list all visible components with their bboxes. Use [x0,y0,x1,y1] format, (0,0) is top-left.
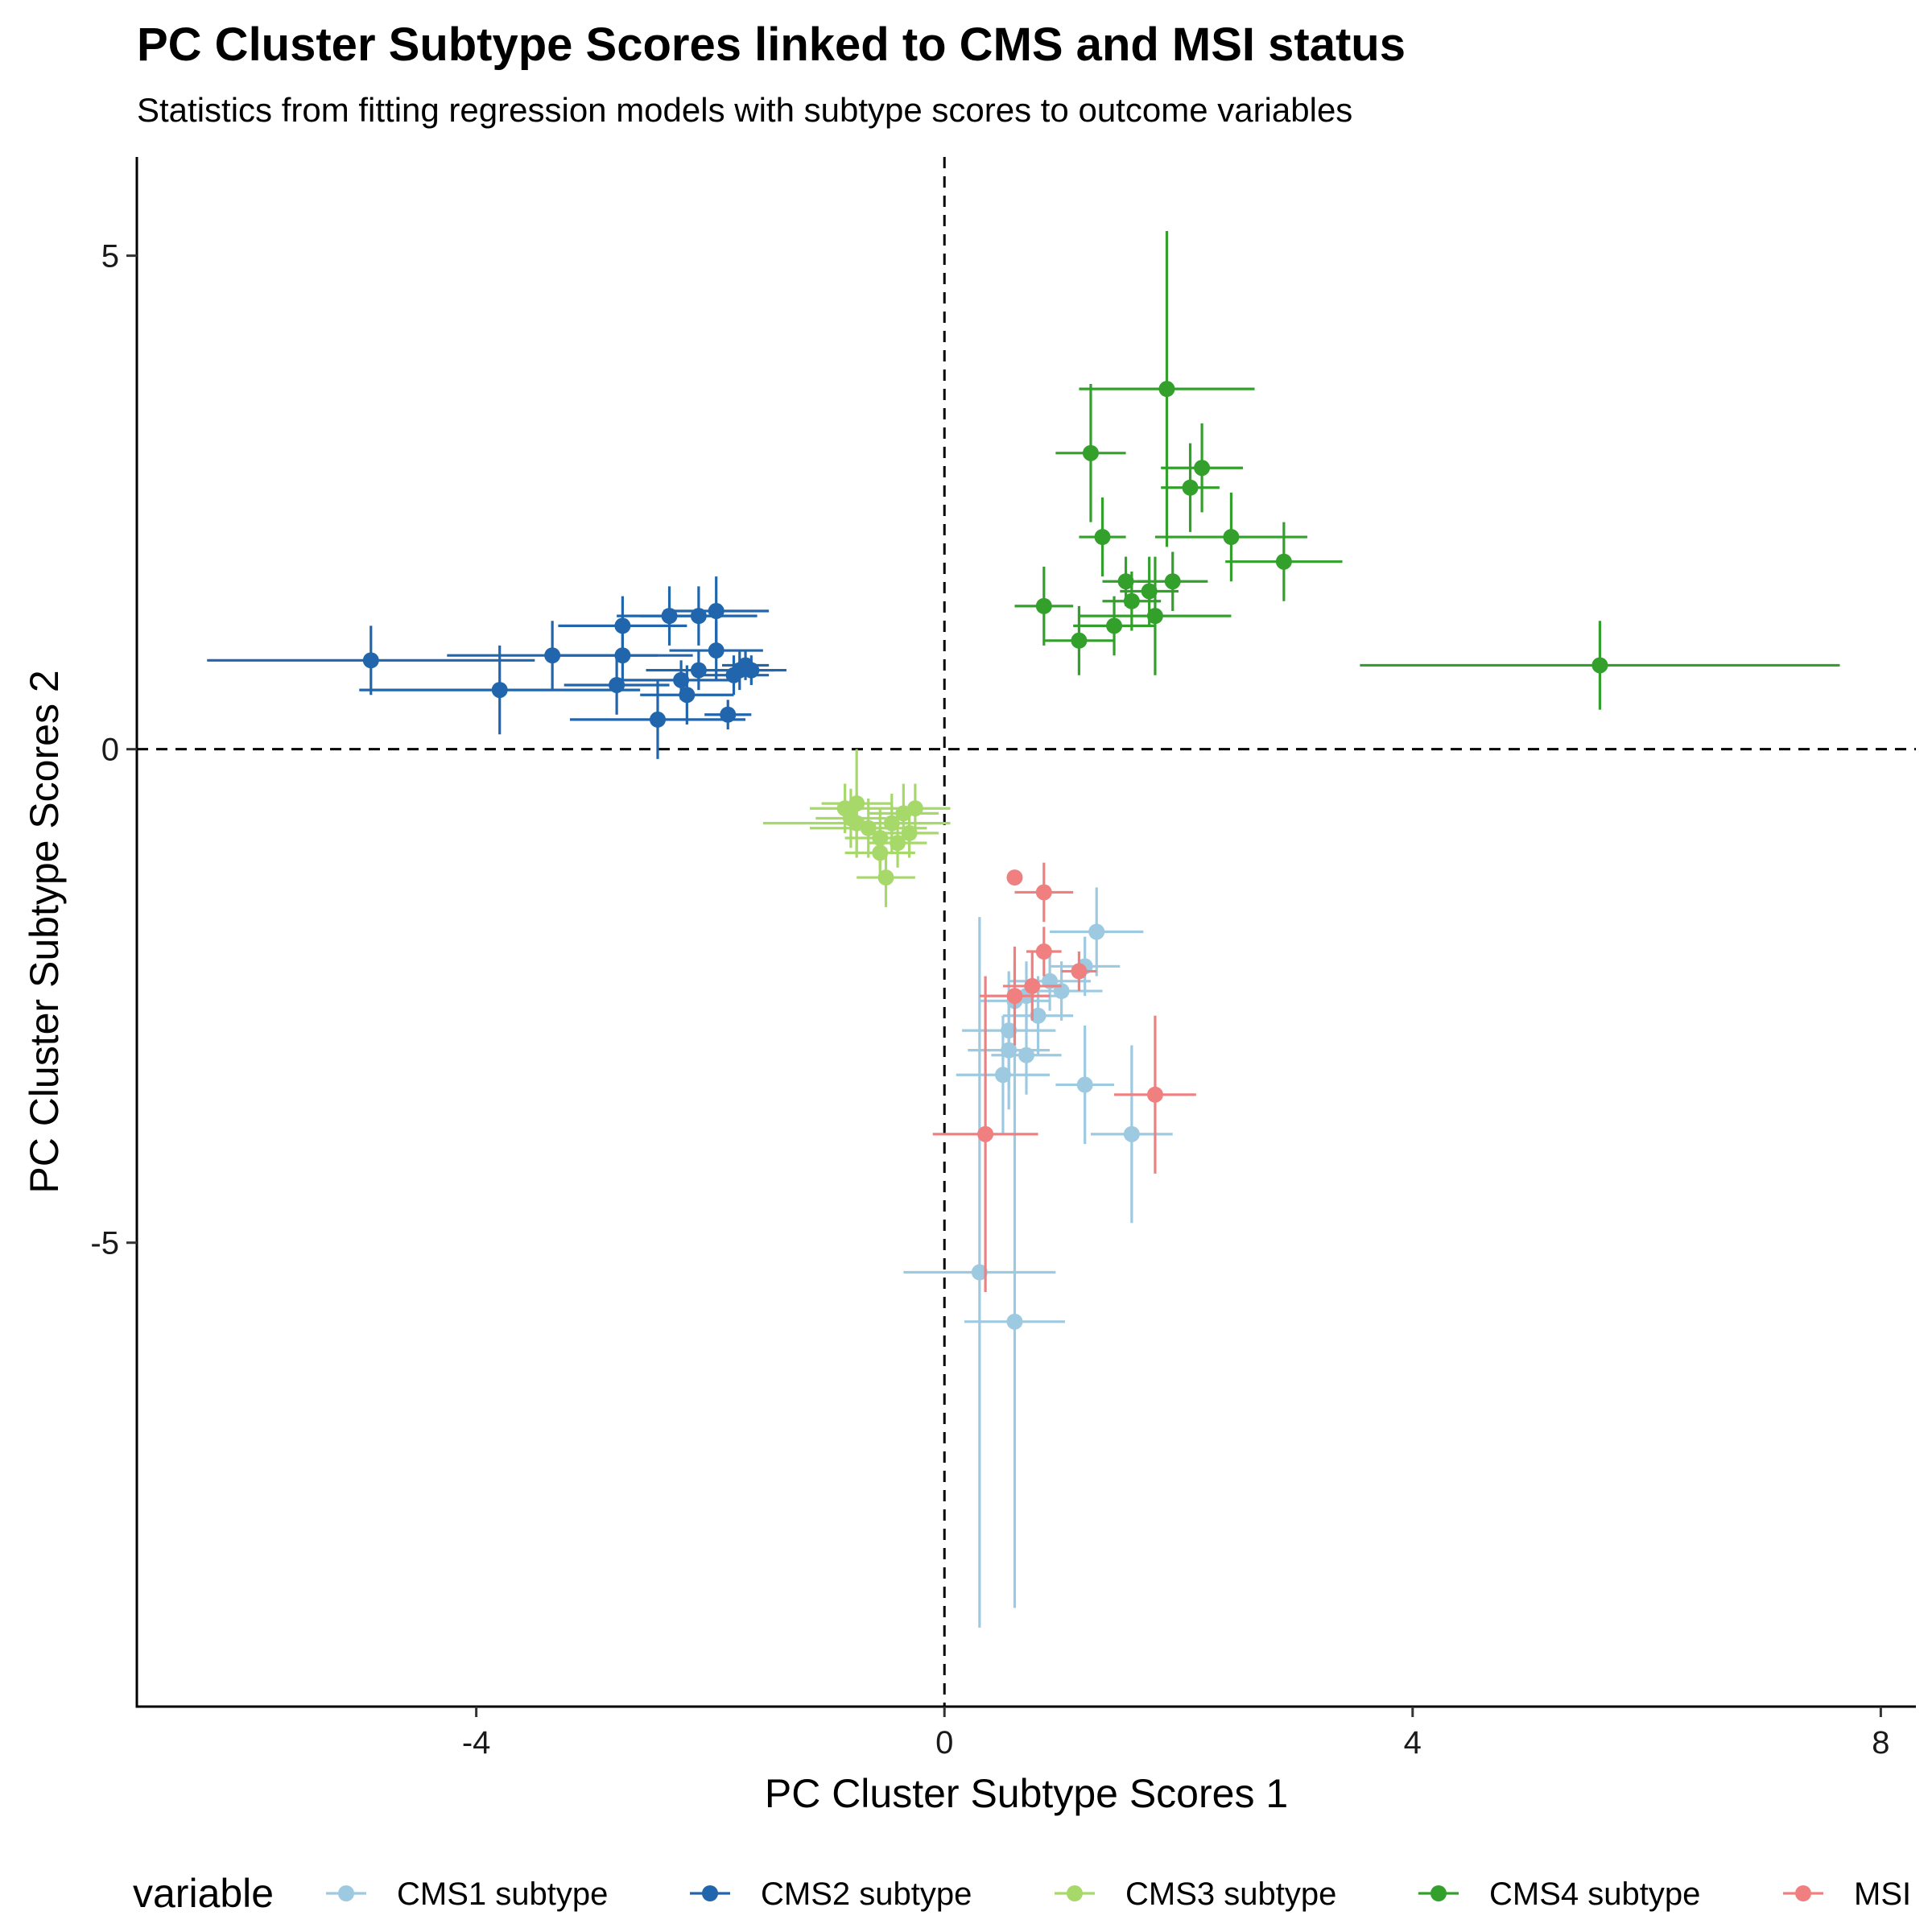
data-point [650,711,667,728]
data-point [1035,943,1052,960]
data-point [994,1067,1011,1084]
legend-label: CMS1 subtype [397,1876,608,1912]
y-axis-title: PC Cluster Subtype Scores 2 [22,670,67,1193]
data-point [1006,1313,1023,1330]
data-point [1035,597,1052,614]
data-point [836,800,853,817]
data-point [1006,988,1023,1005]
x-tick-label: 8 [1872,1725,1889,1761]
legend-label: CMS3 subtype [1125,1876,1336,1912]
data-point [977,1125,994,1142]
legend-item: MSI [1783,1876,1911,1912]
data-point [1146,608,1163,625]
data-point [708,642,724,659]
chart-subtitle: Statistics from fitting regression model… [137,91,1353,129]
data-point [1591,657,1608,674]
data-point [1182,479,1199,496]
data-point [906,800,923,817]
data-point [1018,1046,1034,1063]
data-point [1123,592,1140,609]
data-point [1194,460,1211,477]
x-tick-label: 4 [1404,1725,1422,1761]
data-point [1117,573,1134,590]
data-point [971,1264,988,1281]
legend-label: MSI [1854,1876,1911,1912]
legend-item: CMS3 subtype [1055,1876,1336,1912]
data-point [1146,1086,1163,1103]
x-tick-label: 0 [935,1725,953,1761]
data-point [743,662,760,679]
data-point [1088,923,1105,940]
y-tick-label: 5 [101,239,119,275]
data-point [614,647,631,664]
data-point [1071,963,1088,980]
data-point [679,687,696,704]
reference-lines [137,157,1916,1707]
data-point [1076,1076,1093,1093]
data-point [1223,529,1240,546]
data-point [1106,617,1123,634]
data-point [1024,977,1041,994]
legend: variable CMS1 subtype CMS2 subtype CMS3 sub… [133,1871,1911,1916]
data-point [1141,583,1158,600]
legend-title: variable [133,1871,274,1916]
axes: -4 0 4 8 -5 0 5 PC Cluster Subtype Scores 1 PC C… [22,157,1916,1816]
data-point [1275,553,1292,570]
data-point [872,844,889,861]
legend-item: CMS1 subtype [326,1876,608,1912]
legend-item: CMS4 subtype [1418,1876,1700,1912]
series-layer [207,230,1840,1628]
data-point [1123,1125,1140,1142]
data-point [1030,1007,1046,1024]
legend-key-point [1430,1885,1447,1901]
legend-item: CMS2 subtype [690,1876,972,1912]
data-point [708,603,724,620]
data-point [1158,381,1175,398]
legend-key-point [1795,1885,1811,1901]
data-point [1006,869,1023,886]
x-axis-title: PC Cluster Subtype Scores 1 [765,1771,1288,1816]
data-point [1082,444,1099,461]
data-point [1071,632,1088,649]
x-tick-label: -4 [462,1725,491,1761]
legend-label: CMS2 subtype [761,1876,972,1912]
data-point [877,869,894,886]
data-point [1164,573,1181,590]
data-point [901,824,918,841]
data-point [491,682,508,699]
data-point [848,815,865,832]
series-cms2-subtype [207,576,786,759]
data-point [720,706,737,723]
legend-key-point [1067,1885,1083,1901]
data-point [890,835,906,852]
data-point [1094,529,1111,546]
series-cms3-subtype [762,749,951,907]
y-tick-label: -5 [90,1226,119,1261]
legend-key-point [338,1885,354,1901]
chart-title: PC Cluster Subtype Scores linked to CMS … [137,19,1406,71]
data-point [673,671,690,688]
y-tick-label: 0 [101,733,119,768]
series-cms4-subtype [1014,230,1840,710]
data-point [609,676,625,693]
data-point [1035,884,1052,901]
data-point [362,652,379,669]
legend-label: CMS4 subtype [1489,1876,1700,1912]
series-msi [932,862,1196,1293]
legend-key-point [702,1885,718,1901]
